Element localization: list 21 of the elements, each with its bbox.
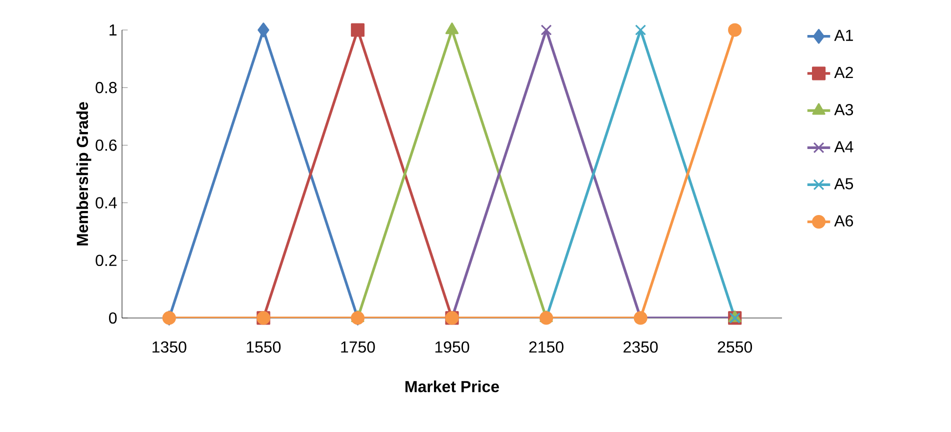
legend-label: A2 bbox=[834, 66, 853, 78]
x-tick-label: 2150 bbox=[529, 341, 564, 353]
y-tick-label: 0.2 bbox=[96, 254, 116, 266]
x-tick-label: 2350 bbox=[624, 341, 658, 353]
x-tick-label: 1950 bbox=[435, 341, 470, 353]
x-axis-title: Market Price bbox=[405, 380, 499, 392]
y-axis-title: Membership Grade bbox=[76, 102, 92, 246]
legend-label: A6 bbox=[834, 215, 854, 227]
x-tick-label: 1550 bbox=[246, 341, 281, 353]
x-tick-label: 1350 bbox=[152, 341, 186, 353]
legend-label: A1 bbox=[834, 30, 853, 41]
y-tick-label: 0 bbox=[109, 312, 117, 324]
y-tick-label: 0.4 bbox=[96, 197, 117, 208]
y-tick-label: 1 bbox=[110, 24, 117, 36]
legend-label: A4 bbox=[834, 141, 854, 152]
x-tick-label: 2550 bbox=[718, 341, 752, 353]
legend-label: A3 bbox=[834, 104, 854, 116]
y-tick-label: 0.8 bbox=[96, 82, 117, 94]
x-tick-label: 1750 bbox=[341, 341, 375, 353]
y-tick-label: 0.6 bbox=[96, 140, 117, 151]
legend-label: A5 bbox=[834, 178, 854, 190]
